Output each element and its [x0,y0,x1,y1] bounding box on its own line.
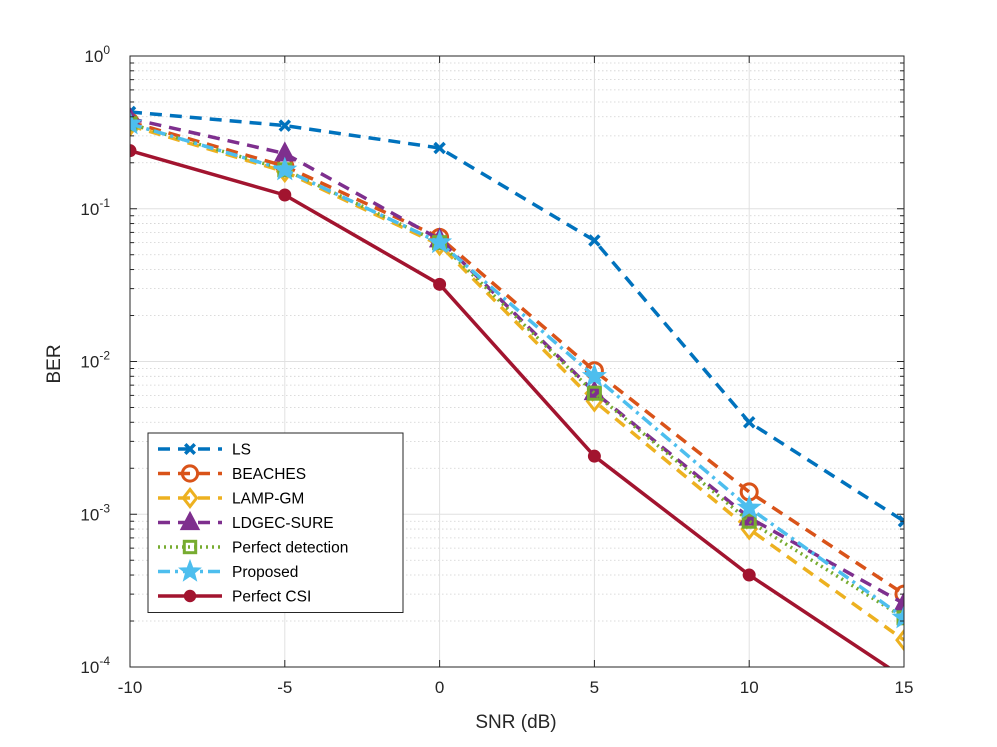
y-tick-mantissa: 10 [80,200,99,219]
y-tick-label: 10-4 [80,654,110,677]
axes-frame [129,55,905,668]
y-tick-label: 10-3 [80,501,110,524]
y-tick-exponent: -1 [99,196,110,210]
data-point-perfect-csi [433,277,447,291]
grid [129,55,905,668]
legend-label-proposed: Proposed [232,564,298,581]
legend-entry-ls: LS [158,442,251,459]
data-point-ls [742,416,756,429]
legend-label-perfect-detection: Perfect detection [232,540,348,557]
data-point-proposed [272,156,298,181]
y-tick-exponent: 0 [103,43,110,57]
legend-label-ls: LS [232,442,251,459]
y-tick-mantissa: 10 [80,505,99,524]
legend-marker-ls [184,443,196,455]
series-line-proposed [130,122,904,620]
legend-marker-lamp-gm [181,487,199,509]
data-point-perfect-csi [130,144,137,158]
data-point-perfect-detection [586,385,602,401]
data-point-ls [433,141,446,155]
data-point-perfect-csi [742,568,756,582]
series-proposed [130,110,904,629]
y-tick-exponent: -2 [99,349,110,363]
series-line-ls [130,110,904,523]
data-point-lamp-gm [895,628,904,652]
y-tick-label: 10-1 [80,196,110,219]
data-point-ls [588,234,601,247]
data-point-proposed [581,363,607,387]
y-tick-mantissa: 10 [80,658,99,677]
legend-entry-beaches: BEACHES [158,464,306,483]
data-point-proposed [736,494,762,519]
legend-entry-lamp-gm: LAMP-GM [158,487,304,509]
data-point-ls [897,515,904,524]
data-point-ls [130,105,137,115]
data-point-proposed [427,229,453,254]
series-perfect-csi [130,144,891,667]
legend-label-perfect-csi: Perfect CSI [232,589,311,606]
legend-marker-perfect-detection [182,539,198,555]
data-point-ldgec-sure [893,591,904,612]
y-tick-label: 100 [84,43,110,66]
legend-label-ldgec-sure: LDGEC-SURE [232,515,334,532]
legend-entry-perfect-csi: Perfect CSI [158,589,311,606]
legend-marker-proposed [178,558,202,582]
data-point-ls [897,518,904,528]
legend: LS BEACHES LAMP-GM LDGEC-SURE Perfect detect… [147,432,404,613]
x-tick-label: -5 [277,678,292,697]
x-tick-label: 15 [895,678,914,697]
legend-marker-beaches [180,464,200,483]
y-tick-mantissa: 10 [84,47,103,66]
legend-label-lamp-gm: LAMP-GM [232,491,304,508]
y-tick-mantissa: 10 [80,353,99,372]
series-line-lamp-gm [130,123,904,642]
data-point-perfect-csi [278,188,292,202]
legend-entry-proposed: Proposed [158,558,298,582]
data-point-proposed [130,110,143,135]
legend-marker-ldgec-sure [179,510,201,531]
series-line-beaches [130,120,904,596]
y-tick-label: 10-2 [80,349,110,372]
legend-entry-perfect-detection: Perfect detection [158,540,348,557]
x-tick-label: 5 [590,678,599,697]
x-tick-label: -10 [118,678,143,697]
y-tick-exponent: -4 [99,654,110,668]
x-axis-label: SNR (dB) [475,712,556,733]
data-point-beaches [894,584,904,604]
legend-entry-ldgec-sure: LDGEC-SURE [158,510,334,532]
x-tick-label: 10 [740,678,759,697]
series-line-perfect-csi [130,149,891,667]
x-tick-label: 0 [435,678,444,697]
y-tick-exponent: -3 [99,501,110,515]
data-point-perfect-detection [741,513,757,529]
legend-label-beaches: BEACHES [232,466,306,483]
data-point-perfect-csi [587,449,601,463]
y-axis-label: BER [44,344,65,383]
data-point-proposed [891,604,904,629]
legend-marker-perfect-csi [183,589,197,603]
series-layer [130,105,904,667]
data-point-ls [278,119,292,132]
